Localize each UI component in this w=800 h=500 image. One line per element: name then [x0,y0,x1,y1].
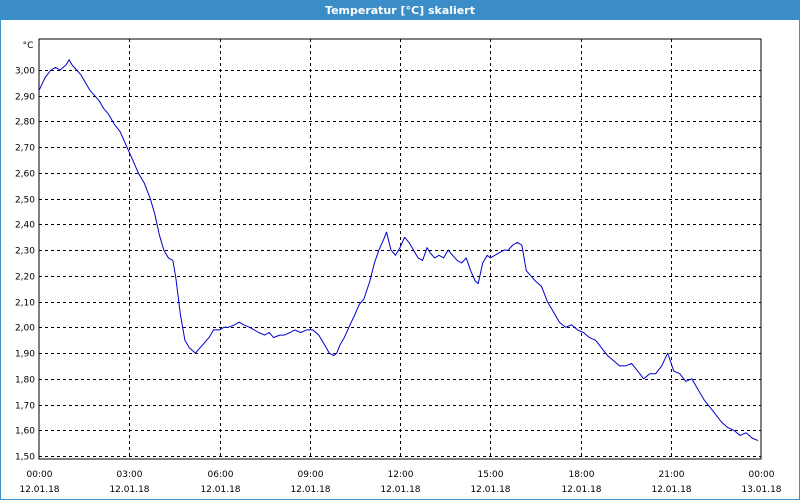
y-tick-label: 1,60 [15,427,35,437]
y-axis-ticks: 1,50 1,60 1,70 1,80 1,90 2,00 2,10 2,20 2,30 2,40… [15,67,35,463]
x-tick-time-label: 00:00 [27,470,53,480]
y-tick-label: 2,80 [15,118,35,128]
x-tick-date-label: 12.01.18 [200,485,240,495]
x-tick-time-label: 12:00 [388,470,414,480]
data-series [38,59,759,442]
x-tick-date-label: 12.01.18 [290,485,330,495]
x-axis-ticks: 00:00 12.01.18 03:00 12.01.18 06:00 12.01.18 0… [19,470,781,495]
y-tick-label: 2,20 [15,273,35,283]
x-tick-date-label: 12.01.18 [19,485,59,495]
grid-lines [39,39,761,459]
x-tick-time-label: 09:00 [298,470,324,480]
y-tick-label: 2,50 [15,196,35,206]
x-tick-date-label: 12.01.18 [561,485,601,495]
x-tick-date-label: 13.01.18 [741,485,781,495]
y-tick-label: 2,70 [15,144,35,154]
y-tick-label: 1,70 [15,402,35,412]
chart-title: Temperatur [°C] skaliert [1,1,799,20]
x-tick-time-label: 03:00 [117,470,143,480]
x-tick-date-label: 12.01.18 [470,485,510,495]
x-tick-date-label: 12.01.18 [380,485,420,495]
x-tick-time-label: 06:00 [208,470,234,480]
y-tick-label: 1,50 [15,453,35,463]
x-tick-date-label: 12.01.18 [109,485,149,495]
y-tick-label: 1,80 [15,376,35,386]
x-tick-date-label: 12.01.18 [651,485,691,495]
y-tick-label: 2,30 [15,247,35,257]
y-tick-label: 2,90 [15,93,35,103]
y-tick-label: 3,00 [15,67,35,77]
x-tick-time-label: 21:00 [659,470,685,480]
y-tick-label: 2,40 [15,221,35,231]
y-axis-unit-label: °C [23,41,34,51]
x-tick-time-label: 00:00 [749,470,775,480]
y-tick-label: 2,10 [15,299,35,309]
y-tick-label: 2,00 [15,324,35,334]
x-tick-time-label: 15:00 [478,470,504,480]
y-tick-label: 1,90 [15,350,35,360]
x-tick-time-label: 18:00 [569,470,595,480]
y-tick-label: 2,60 [15,170,35,180]
series-line [38,59,759,442]
